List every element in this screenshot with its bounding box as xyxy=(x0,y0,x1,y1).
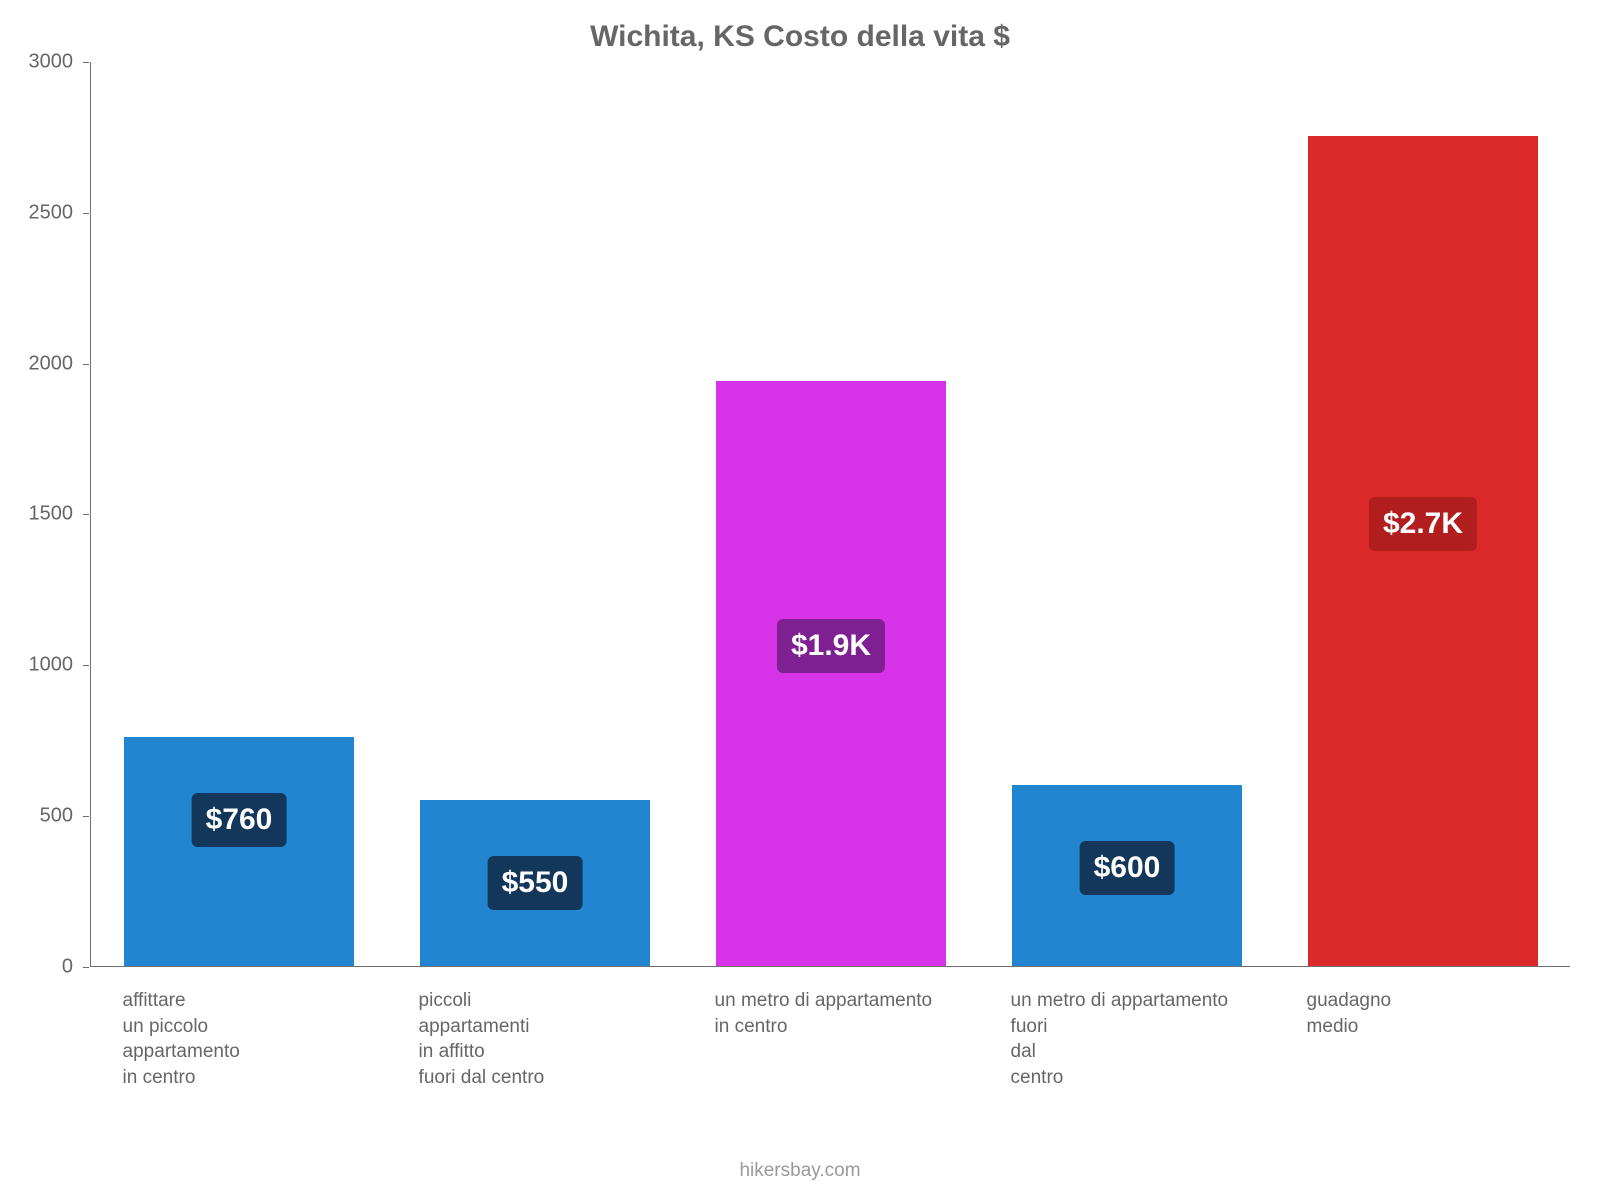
chart-title: Wichita, KS Costo della vita $ xyxy=(0,20,1600,54)
value-badge-3: $600 xyxy=(1080,841,1175,895)
value-badge-4: $2.7K xyxy=(1369,497,1477,551)
xlabel-4: guadagnomedio xyxy=(1307,988,1392,1039)
ytick-label: 2500 xyxy=(0,202,85,225)
ytick-mark xyxy=(83,213,89,214)
value-badge-2: $1.9K xyxy=(777,619,885,673)
xlabel-2: un metro di appartamentoin centro xyxy=(715,988,933,1039)
xlabel-text: un metro di appartamentofuoridalcentro xyxy=(1011,990,1229,1088)
cost-of-living-chart: Wichita, KS Costo della vita $ 0 500 100… xyxy=(0,0,1600,1200)
attribution: hikersbay.com xyxy=(0,1160,1600,1182)
value-badge-0: $760 xyxy=(192,793,287,847)
ytick-label: 0 xyxy=(0,956,85,979)
xlabel-text: piccoliappartamentiin affittofuori dal c… xyxy=(419,990,545,1088)
ytick-label: 3000 xyxy=(0,51,85,74)
ytick-label: 500 xyxy=(0,805,85,828)
bar-2 xyxy=(716,381,947,966)
xlabel-text: affittareun piccoloappartamentoin centro xyxy=(123,990,240,1088)
xlabel-3: un metro di appartamentofuoridalcentro xyxy=(1011,988,1229,1091)
ytick-label: 1500 xyxy=(0,503,85,526)
ytick-mark xyxy=(83,514,89,515)
xlabel-0: affittareun piccoloappartamentoin centro xyxy=(123,988,240,1091)
bar-0 xyxy=(124,737,355,966)
xlabel-text: un metro di appartamentoin centro xyxy=(715,990,933,1037)
ytick-mark xyxy=(83,967,89,968)
plot-area: $760 $550 $1.9K $600 $2.7K xyxy=(90,62,1570,967)
ytick-label: 1000 xyxy=(0,654,85,677)
ytick-mark xyxy=(83,364,89,365)
xlabel-text: guadagnomedio xyxy=(1307,990,1392,1037)
ytick-mark xyxy=(83,816,89,817)
ytick-label: 2000 xyxy=(0,353,85,376)
xlabel-1: piccoliappartamentiin affittofuori dal c… xyxy=(419,988,545,1091)
ytick-mark xyxy=(83,665,89,666)
value-badge-1: $550 xyxy=(488,856,583,910)
ytick-mark xyxy=(83,62,89,63)
